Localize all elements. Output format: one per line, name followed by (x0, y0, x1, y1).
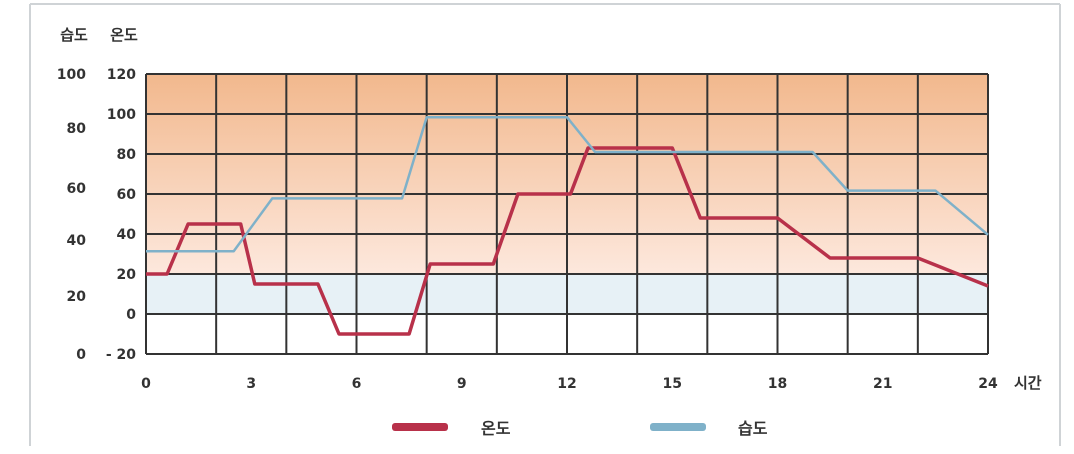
x-tick-label: 24 (978, 376, 998, 392)
humidity-tick-label: 0 (76, 347, 86, 363)
humidity-tick-label: 80 (67, 121, 87, 137)
temperature-tick-label: 60 (117, 187, 137, 203)
series-line-humidity (146, 115, 989, 253)
x-tick-label: 21 (873, 376, 892, 392)
x-tick-label: 0 (141, 376, 151, 392)
x-tick-label: 15 (663, 376, 682, 392)
temperature-tick-label: 0 (126, 307, 136, 323)
temperature-axis-title: 온도 (110, 26, 138, 44)
legend-swatch-temperature (392, 423, 448, 431)
temperature-tick-label: 120 (107, 67, 136, 83)
humidity-axis-title: 습도 (60, 26, 88, 44)
humidity-tick-label: 40 (67, 233, 87, 249)
humidity-tick-label: 100 (57, 67, 86, 83)
series-line-temperature (146, 146, 989, 336)
legend-label-temperature: 온도 (481, 419, 511, 438)
temperature-tick-label: 100 (107, 107, 136, 123)
temperature-tick-label: 20 (117, 267, 137, 283)
x-axis-title: 시간 (1014, 374, 1042, 392)
humidity-tick-label: 60 (67, 181, 87, 197)
temperature-tick-label: 80 (117, 147, 137, 163)
x-tick-label: 3 (246, 376, 256, 392)
x-tick-label: 18 (768, 376, 787, 392)
legend-swatch-humidity (650, 423, 706, 431)
legend: 온도 습도 (392, 419, 768, 438)
temperature-tick-label: - 20 (106, 347, 136, 363)
x-tick-label: 6 (352, 376, 362, 392)
series-lines (146, 115, 989, 336)
temperature-tick-label: 40 (117, 227, 137, 243)
axes-labels: 120 100 80 60 40 20 0 - 20 100 80 60 40 20 0 0 3 6 9 12 15 1… (57, 67, 998, 392)
x-tick-label: 12 (557, 376, 576, 392)
legend-label-humidity: 습도 (738, 419, 768, 438)
x-tick-label: 9 (457, 376, 467, 392)
humidity-tick-label: 20 (67, 289, 87, 305)
